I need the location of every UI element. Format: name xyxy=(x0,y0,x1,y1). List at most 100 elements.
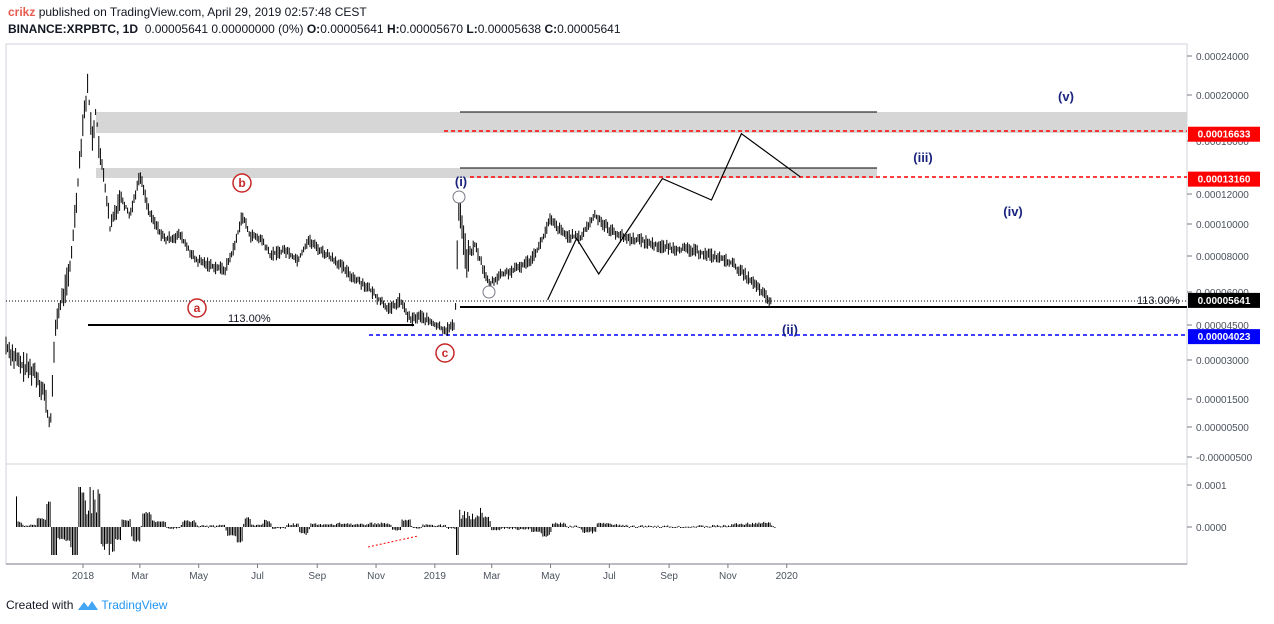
oscillator-bar xyxy=(164,522,166,527)
oscillator-bar xyxy=(52,527,54,555)
oscillator-bar xyxy=(227,527,229,536)
time-axis[interactable]: 2018 Mar May Jul Sep Nov 2019 Mar May Jul Sep Nov 20… xyxy=(72,564,798,582)
time-tick-label: Jul xyxy=(251,571,264,582)
oscillator-bar xyxy=(19,521,21,527)
oscillator-bar xyxy=(556,523,558,527)
oscillator-bar xyxy=(156,521,158,527)
oscillator-bar xyxy=(172,527,174,530)
oscillator-bar xyxy=(283,527,285,528)
time-tick-label: Mar xyxy=(131,571,149,582)
oscillator-bar xyxy=(472,513,473,527)
time-tick-label: 2020 xyxy=(776,571,799,582)
oscillator-bar xyxy=(572,526,574,528)
high-value: 0.00005670 xyxy=(399,22,464,36)
svg-text:b: b xyxy=(238,176,245,190)
oscillator-bar xyxy=(568,527,569,528)
oscillator-bar xyxy=(587,527,589,533)
oscillator-bar xyxy=(486,517,488,527)
wave-label-b: b xyxy=(232,173,252,193)
oscillator-bar xyxy=(740,523,742,527)
oscillator-bar xyxy=(139,527,141,542)
oscillator-bar xyxy=(483,517,485,527)
oscillator-bar xyxy=(435,526,437,528)
oscillator-bar xyxy=(233,527,235,536)
svg-text:0.00004023: 0.00004023 xyxy=(1198,332,1251,343)
oscillator-bar xyxy=(169,527,171,529)
price-tick-label: 0.00003000 xyxy=(1196,356,1249,367)
oscillator-bar xyxy=(465,518,467,527)
oscillator-bar xyxy=(249,519,251,527)
oscillator-bar xyxy=(356,523,358,527)
price-axis[interactable]: 0.00024000 0.00020000 0.00016000 0.00012000… xyxy=(1187,52,1253,464)
oscillator-bar xyxy=(755,522,757,527)
oscillator-bar xyxy=(481,512,483,527)
close-label: C: xyxy=(544,22,558,36)
oscillator-bar xyxy=(744,524,745,527)
oscillator-bar xyxy=(355,524,357,527)
main-pane-border xyxy=(5,43,1188,465)
oscillator-bar xyxy=(128,520,129,527)
oscillator-bar xyxy=(720,526,721,528)
oscillator-bar xyxy=(723,524,725,527)
resistance-zone-upper xyxy=(96,112,1187,133)
oscillator-bar xyxy=(214,526,216,528)
oscillator-bar xyxy=(675,527,677,528)
oscillator-bar xyxy=(328,524,329,527)
oscillator-bar xyxy=(366,524,368,527)
oscillator-bar xyxy=(676,526,678,528)
oscillator-bar xyxy=(425,524,427,527)
price-tick-label: 0.00016000 xyxy=(1196,137,1249,148)
oscillator-bar xyxy=(198,526,200,528)
oscillator-bar xyxy=(577,526,579,528)
oscillator-bar xyxy=(579,527,581,528)
oscillator-bar xyxy=(168,527,169,529)
oscillator-bar xyxy=(108,527,110,555)
oscillator-bar xyxy=(710,526,712,528)
oscillator-bar xyxy=(99,493,101,527)
oscillator-bar xyxy=(608,523,609,527)
oscillator-bar xyxy=(28,525,30,527)
oscillator-bar xyxy=(545,527,547,537)
oscillator-bar xyxy=(174,527,176,528)
oscillator-bar xyxy=(659,527,661,528)
oscillator-bar xyxy=(694,526,696,528)
oscillator-bar xyxy=(281,527,283,528)
oscillator-bar xyxy=(294,525,296,527)
oscillator-bar xyxy=(544,527,545,537)
osc-tick-label: 0.0000 xyxy=(1196,523,1227,534)
oscillator-bar xyxy=(582,527,584,533)
oscillator-bar xyxy=(329,524,331,527)
oscillator-bar xyxy=(550,527,552,532)
oscillator-bar xyxy=(382,523,384,527)
author-link[interactable]: crikz xyxy=(8,5,36,19)
oscillator-bar xyxy=(628,527,630,528)
oscillator-bar xyxy=(289,525,291,527)
oscillator-bar xyxy=(684,526,686,528)
oscillator-bar xyxy=(731,524,733,527)
oscillator-bar xyxy=(617,525,619,527)
oscillator-bar xyxy=(516,527,518,530)
oscillator-bar xyxy=(72,527,73,555)
oscillator-bar xyxy=(280,527,281,529)
oscillator-bar xyxy=(630,526,632,527)
tradingview-brand[interactable]: TradingView xyxy=(101,598,168,612)
oscillator-bar xyxy=(619,524,621,527)
oscillator-bar xyxy=(553,523,555,527)
oscillator-bar xyxy=(116,527,118,540)
oscillator-bar xyxy=(315,523,317,527)
fib-label-left: 113.00% xyxy=(228,313,271,325)
oscillator-bar xyxy=(185,520,187,527)
fib-label-right: 113.00% xyxy=(1137,295,1180,307)
oscillator-bar xyxy=(100,527,102,544)
oscillator-bar xyxy=(601,523,603,527)
oscillator-bar xyxy=(768,522,769,527)
oscillator-bar xyxy=(142,513,144,527)
oscillator-bar xyxy=(83,492,85,527)
oscillator-bar xyxy=(529,527,531,529)
price-tag: 0.00004023 xyxy=(1188,329,1260,345)
oscillator-bar xyxy=(705,525,707,527)
oscillator-bar xyxy=(537,527,539,532)
close-value: 0.00005641 xyxy=(557,22,621,36)
oscillator-bar xyxy=(377,523,379,527)
